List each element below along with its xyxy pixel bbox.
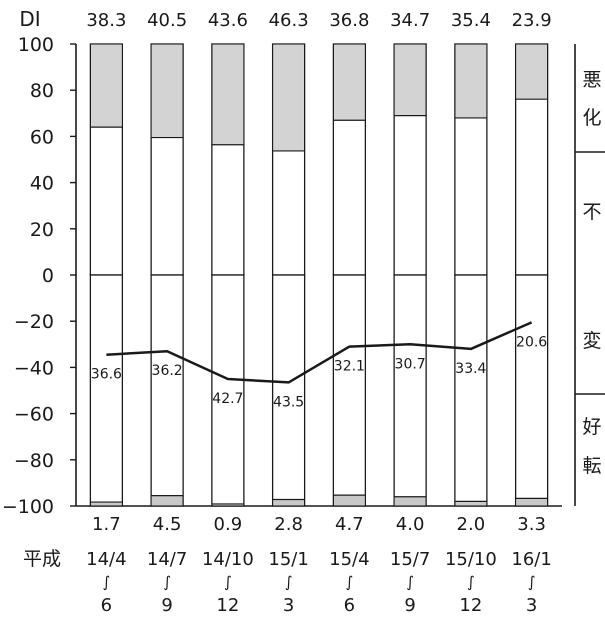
bar-improve-segment: [334, 495, 365, 506]
bar-lower-frame: [393, 274, 427, 507]
period-start-label: 15/10: [445, 549, 497, 570]
bar-worsen-segment: [151, 44, 183, 138]
bar-lower-frame: [89, 274, 124, 507]
period-end-label: 9: [404, 595, 415, 616]
bar-lower-frame: [271, 274, 306, 507]
di-value-label: 43.6: [208, 10, 248, 31]
line-value-label: 43.5: [273, 394, 304, 410]
y-tick-label: 0: [42, 265, 54, 287]
improve-value-label: 2.8: [274, 514, 303, 535]
period-end-label: 12: [459, 595, 482, 616]
bar-lower-frame: [514, 274, 549, 507]
improve-value-label: 4.0: [396, 514, 425, 535]
improve-value-label: 4.5: [153, 514, 182, 535]
period-separator: ∫: [528, 573, 536, 591]
bar-improve-segment: [151, 495, 183, 506]
y-tick-label: 100: [18, 34, 54, 56]
di-value-label: 36.8: [329, 10, 369, 31]
period-separator: ∫: [467, 573, 475, 591]
period-start-label: 15/7: [390, 549, 430, 570]
bar-improve-segment: [212, 503, 244, 506]
improve-value-label: 3.3: [517, 514, 546, 535]
period-start-label: 16/1: [511, 549, 551, 570]
di-value-label: 34.7: [390, 10, 430, 31]
improve-value-label: 0.9: [214, 514, 243, 535]
bar-worsen-segment: [394, 44, 426, 116]
legend-worsen-char: 化: [582, 107, 601, 129]
bar-lower-frame: [150, 274, 184, 507]
y-tick-label: −80: [14, 450, 54, 472]
y-tick-label: −20: [14, 311, 54, 333]
period-start-label: 14/4: [86, 549, 126, 570]
bar-worsen-segment: [455, 44, 487, 118]
bar-improve-segment: [394, 496, 426, 506]
y-tick-label: −40: [14, 357, 54, 379]
di-value-label: 23.9: [512, 10, 552, 31]
di-value-label: 40.5: [147, 10, 187, 31]
line-value-label: 42.7: [212, 391, 243, 407]
period-end-label: 9: [161, 595, 172, 616]
period-end-label: 6: [344, 595, 355, 616]
di-value-label: 35.4: [451, 10, 491, 31]
bar-worsen-segment: [334, 44, 365, 121]
y-tick-label: −60: [14, 404, 54, 426]
bar-worsen-segment: [212, 44, 244, 145]
legend-nochange-char: 不: [582, 201, 601, 223]
bar-improve-segment: [91, 502, 122, 506]
bar-improve-segment: [455, 501, 487, 506]
period-end-label: 3: [526, 595, 537, 616]
y-tick-label: −100: [2, 496, 54, 518]
line-value-label: 36.2: [152, 363, 183, 379]
bar-improve-segment: [516, 498, 547, 506]
period-separator: ∫: [285, 573, 293, 591]
period-separator: ∫: [102, 573, 110, 591]
legend-nochange-char: 変: [582, 330, 601, 352]
line-value-label: 33.4: [455, 361, 486, 377]
di-value-label: 38.3: [86, 10, 126, 31]
legend-improve-char: 転: [582, 455, 601, 477]
di-axis-label: DI: [19, 7, 40, 31]
di-value-label: 46.3: [269, 10, 309, 31]
bar-improve-segment: [273, 499, 304, 506]
period-end-label: 3: [283, 595, 294, 616]
y-tick-label: 40: [30, 173, 54, 195]
line-value-label: 30.7: [395, 356, 426, 372]
period-separator: ∫: [406, 573, 414, 591]
y-tick-label: 20: [30, 219, 54, 241]
period-start-label: 14/10: [202, 549, 254, 570]
legend-worsen-char: 悪: [582, 69, 601, 91]
bar-worsen-segment: [91, 44, 122, 128]
period-separator: ∫: [345, 573, 353, 591]
unchanged-trend-line: [106, 321, 533, 384]
line-value-label: 32.1: [334, 359, 365, 375]
improve-value-label: 4.7: [335, 514, 364, 535]
line-value-label: 20.6: [516, 334, 547, 350]
period-separator: ∫: [224, 573, 232, 591]
period-end-label: 6: [101, 595, 112, 616]
bar-worsen-segment: [516, 44, 547, 100]
period-separator: ∫: [163, 573, 171, 591]
line-value-label: 36.6: [91, 367, 122, 383]
period-end-label: 12: [216, 595, 239, 616]
era-label: 平成: [23, 548, 61, 570]
y-tick-label: 80: [30, 80, 54, 102]
improve-value-label: 2.0: [457, 514, 486, 535]
bar-lower-frame: [211, 274, 245, 507]
bar-worsen-segment: [273, 44, 304, 151]
bar-lower-frame: [332, 274, 367, 507]
period-start-label: 15/4: [329, 549, 369, 570]
improve-value-label: 1.7: [92, 514, 121, 535]
period-start-label: 14/7: [147, 549, 187, 570]
legend-improve-char: 好: [582, 416, 601, 438]
y-tick-label: 60: [30, 126, 54, 148]
period-start-label: 15/1: [268, 549, 308, 570]
bar-lower-frame: [454, 274, 488, 507]
